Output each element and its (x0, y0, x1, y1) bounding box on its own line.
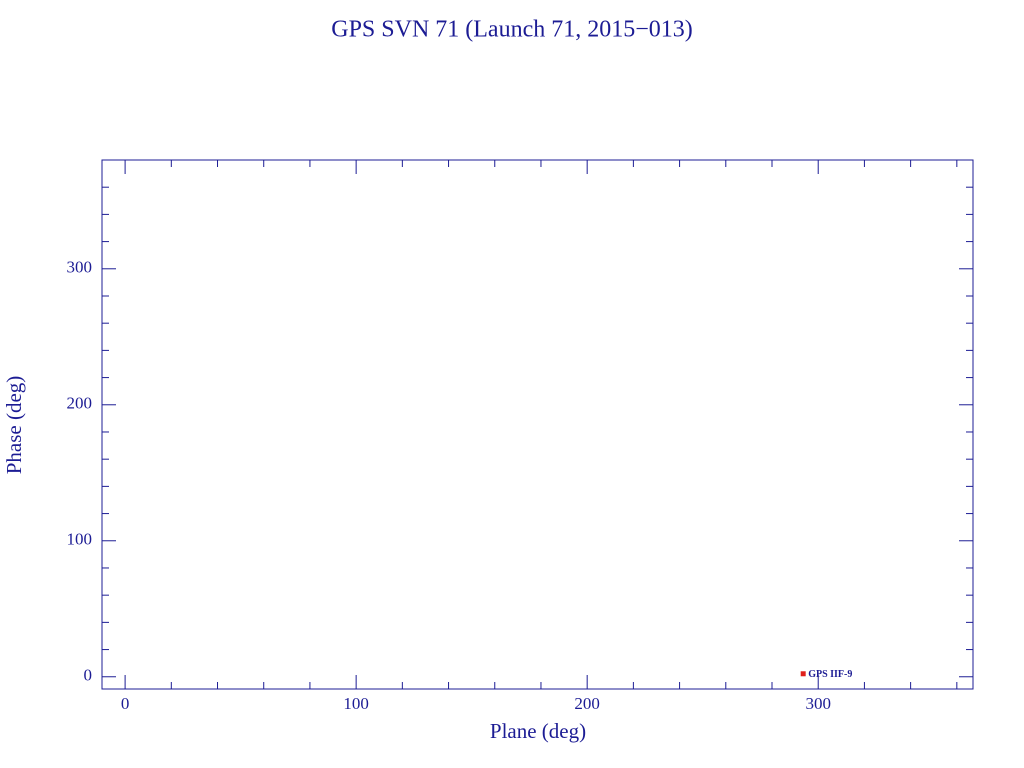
y-axis-label: Phase (deg) (2, 376, 26, 475)
x-tick-label: 0 (121, 694, 130, 713)
y-tick-label: 100 (67, 530, 93, 549)
x-axis-label: Plane (deg) (490, 719, 586, 743)
y-tick-label: 0 (84, 666, 93, 685)
data-point (800, 671, 806, 677)
x-tick-label: 200 (574, 694, 600, 713)
x-tick-label: 100 (343, 694, 369, 713)
y-tick-label: 300 (67, 258, 93, 277)
point-label: GPS IIF-9 (808, 669, 852, 680)
x-tick-label: 300 (805, 694, 831, 713)
plot-frame (101, 159, 974, 690)
chart-title: GPS SVN 71 (Launch 71, 2015−013) (331, 17, 693, 43)
y-tick-label: 200 (67, 394, 93, 413)
